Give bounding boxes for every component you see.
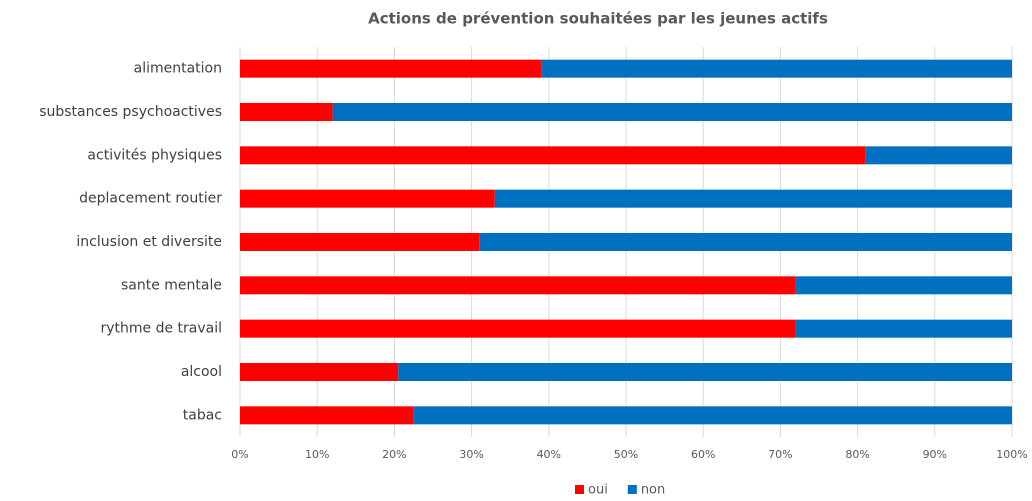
bar-segment — [240, 406, 414, 425]
x-tick-label: 90% — [923, 448, 947, 461]
bar-segment — [240, 276, 796, 295]
legend-label: oui — [588, 483, 608, 498]
bar-segment — [240, 233, 480, 251]
y-tick-label: rythme de travail — [100, 321, 222, 337]
y-tick-label: activités physiques — [87, 147, 222, 163]
y-tick-label: tabac — [183, 407, 222, 423]
bar-segment — [865, 146, 1012, 165]
bar-segment — [332, 103, 1012, 121]
chart-title: Actions de prévention souhaitées par les… — [368, 10, 828, 28]
legend-swatch — [627, 485, 637, 494]
x-tick-label: 70% — [768, 448, 792, 461]
y-tick-label: sante mentale — [121, 277, 222, 293]
legend-label: non — [641, 483, 665, 498]
bar-segment — [240, 189, 495, 208]
bar-segment — [240, 146, 866, 165]
legend-swatch — [575, 485, 584, 494]
bar-segment — [795, 319, 1012, 338]
x-tick-label: 50% — [614, 448, 638, 461]
bar-segment — [240, 363, 399, 381]
x-tick-label: 10% — [305, 448, 329, 461]
x-tick-label: 20% — [382, 448, 406, 461]
x-tick-label: 80% — [845, 448, 869, 461]
x-tick-label: 0% — [231, 448, 248, 461]
y-tick-label: alcool — [181, 364, 222, 380]
bar-segment — [240, 103, 333, 121]
x-tick-label: 60% — [691, 448, 715, 461]
x-tick-label: 30% — [459, 448, 483, 461]
bar-segment — [479, 233, 1012, 251]
y-tick-label: substances psychoactives — [39, 104, 222, 120]
bar-segment — [240, 319, 796, 338]
bar-segment — [413, 406, 1012, 425]
bar-segment — [541, 59, 1012, 78]
bar-segment — [795, 276, 1012, 295]
bar-segment — [398, 363, 1012, 381]
bar-segment — [240, 59, 542, 78]
x-tick-label: 40% — [537, 448, 561, 461]
bar-segment — [494, 189, 1012, 208]
y-tick-label: deplacement routier — [79, 191, 222, 207]
x-tick-label: 100% — [996, 448, 1027, 461]
y-tick-label: inclusion et diversite — [76, 234, 222, 250]
y-tick-label: alimentation — [134, 61, 222, 77]
